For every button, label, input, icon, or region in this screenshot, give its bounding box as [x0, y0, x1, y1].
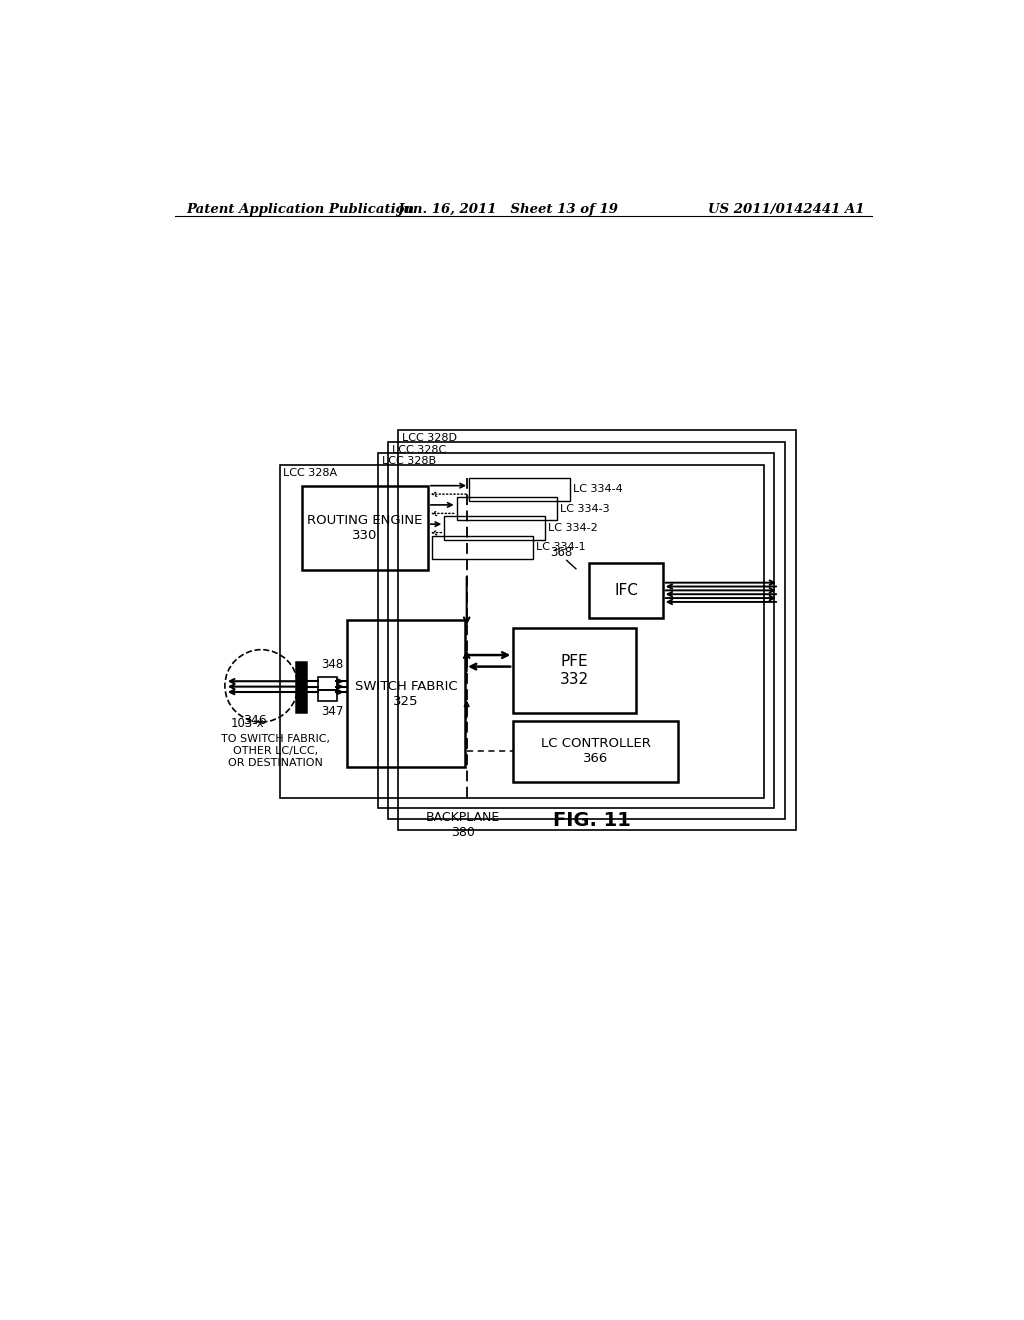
Text: PFE
332: PFE 332	[560, 655, 589, 686]
Bar	[388, 442, 785, 818]
Text: Patent Application Publication: Patent Application Publication	[186, 203, 415, 216]
Text: 368: 368	[550, 545, 572, 558]
Bar	[513, 628, 636, 713]
Text: BACKPLANE
380: BACKPLANE 380	[426, 812, 500, 840]
Text: IFC: IFC	[614, 583, 638, 598]
Text: 348: 348	[321, 659, 343, 671]
Bar	[378, 453, 774, 808]
Bar	[444, 516, 545, 540]
Text: SWITCH FABRIC
325: SWITCH FABRIC 325	[354, 680, 457, 708]
Text: 346: 346	[243, 714, 266, 727]
Text: LC 334-4: LC 334-4	[572, 484, 623, 495]
Text: LC 334-3: LC 334-3	[560, 504, 610, 513]
Bar	[432, 536, 532, 558]
Text: FIG. 11: FIG. 11	[553, 812, 631, 830]
Bar	[469, 478, 569, 502]
Text: LCC 328A: LCC 328A	[283, 469, 337, 478]
Bar	[346, 620, 465, 767]
Text: LC CONTROLLER
366: LC CONTROLLER 366	[541, 738, 650, 766]
Text: Jun. 16, 2011   Sheet 13 of 19: Jun. 16, 2011 Sheet 13 of 19	[397, 203, 618, 216]
Bar	[457, 498, 557, 520]
Text: US 2011/0142441 A1: US 2011/0142441 A1	[708, 203, 864, 216]
Text: LCC 328D: LCC 328D	[402, 433, 458, 444]
Text: LC 334-1: LC 334-1	[536, 543, 586, 552]
Bar	[397, 430, 796, 830]
Text: LCC 328C: LCC 328C	[392, 445, 446, 455]
Bar	[302, 486, 428, 570]
Text: LC 334-2: LC 334-2	[548, 523, 598, 533]
Bar	[513, 721, 678, 781]
Text: ROUTING ENGINE
330: ROUTING ENGINE 330	[307, 513, 423, 543]
Text: TO SWITCH FABRIC,
OTHER LC/LCC,
OR DESTINATION: TO SWITCH FABRIC, OTHER LC/LCC, OR DESTI…	[221, 734, 330, 767]
Bar	[280, 465, 764, 797]
Text: 103-x: 103-x	[231, 717, 264, 730]
Text: 347: 347	[321, 705, 343, 718]
Bar	[317, 677, 337, 689]
Text: LCC 328B: LCC 328B	[382, 457, 436, 466]
Bar	[317, 689, 337, 701]
Bar	[589, 562, 663, 618]
